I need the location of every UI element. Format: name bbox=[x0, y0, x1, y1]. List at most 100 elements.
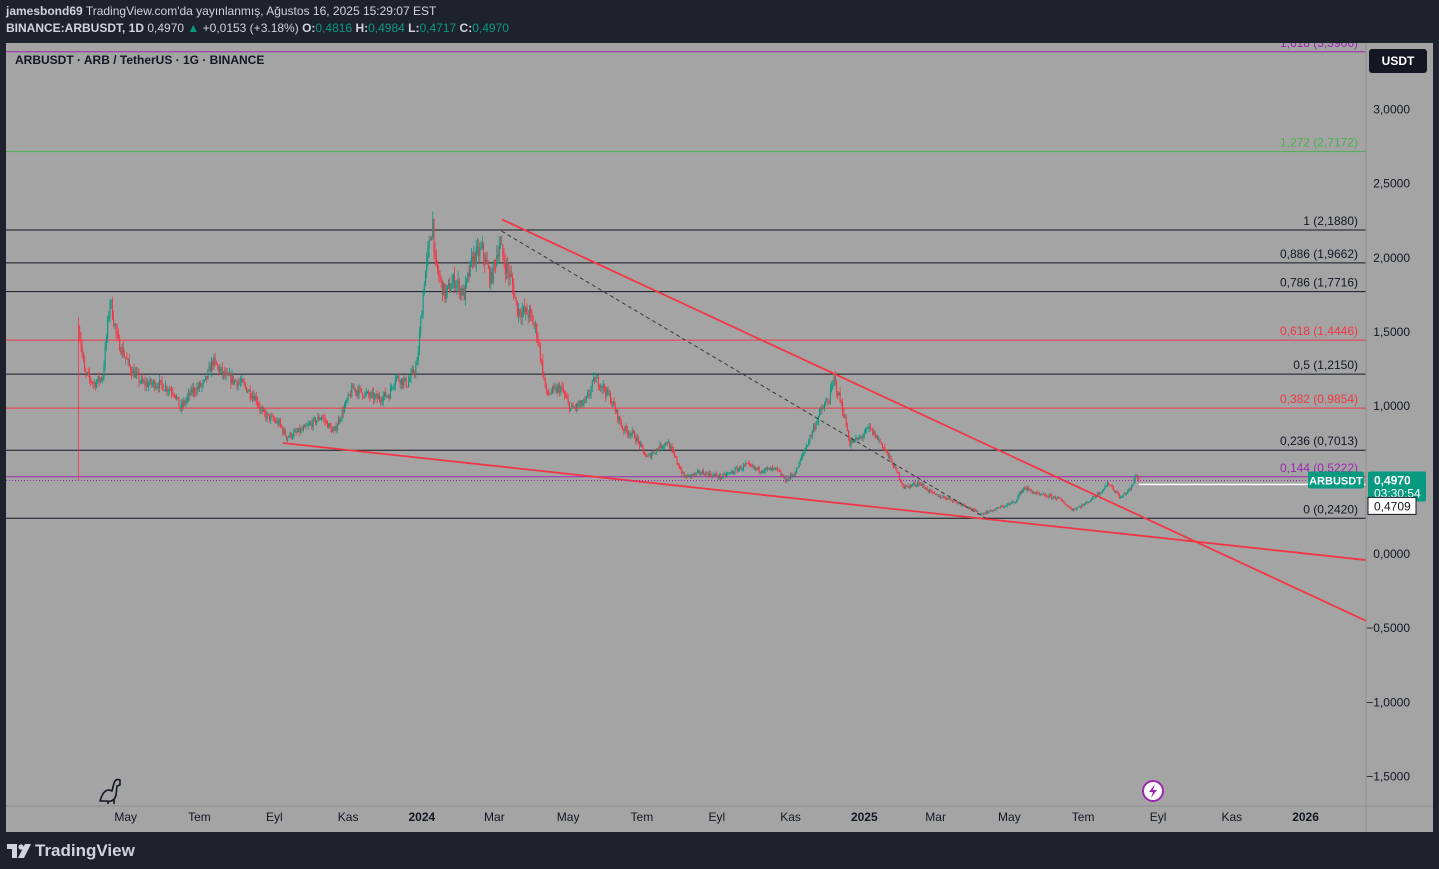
candle bbox=[267, 413, 269, 415]
candle bbox=[208, 366, 210, 370]
candle bbox=[513, 285, 515, 298]
candle bbox=[843, 412, 845, 418]
candle bbox=[936, 494, 938, 496]
candle bbox=[209, 366, 211, 373]
last-price-label: 0,4970 bbox=[1374, 474, 1411, 488]
candle bbox=[583, 399, 585, 404]
candle bbox=[520, 314, 522, 318]
candle bbox=[832, 382, 834, 386]
candle bbox=[681, 469, 683, 474]
candle bbox=[449, 283, 451, 293]
x-tick-label: Tem bbox=[188, 810, 211, 824]
candle bbox=[151, 383, 153, 385]
candle bbox=[1128, 488, 1130, 490]
candle bbox=[1137, 475, 1139, 479]
candle bbox=[740, 466, 742, 470]
candle bbox=[746, 463, 748, 465]
candle bbox=[960, 503, 962, 506]
candle bbox=[623, 429, 625, 432]
candle bbox=[954, 500, 956, 502]
tradingview-logo[interactable]: TradingView bbox=[7, 841, 135, 861]
candle bbox=[133, 369, 135, 378]
candle bbox=[497, 255, 499, 257]
candle bbox=[516, 301, 518, 316]
candle bbox=[1106, 482, 1108, 487]
candle bbox=[578, 404, 580, 407]
candle bbox=[96, 381, 98, 388]
candle bbox=[810, 435, 812, 437]
candle bbox=[690, 474, 693, 477]
candle bbox=[248, 389, 250, 392]
candle bbox=[567, 398, 569, 402]
publisher-name[interactable]: jamesbond69 bbox=[6, 4, 83, 18]
candle bbox=[431, 237, 433, 241]
candle bbox=[1123, 493, 1125, 496]
candle bbox=[400, 378, 402, 385]
candle bbox=[273, 419, 275, 421]
dino-outline bbox=[99, 778, 121, 803]
candle bbox=[603, 384, 605, 391]
candle bbox=[712, 474, 714, 477]
candle bbox=[767, 468, 769, 470]
candle bbox=[874, 431, 876, 439]
candle bbox=[953, 500, 955, 502]
candle bbox=[944, 497, 946, 499]
candle bbox=[1051, 495, 1053, 499]
candle bbox=[269, 414, 271, 421]
candle bbox=[218, 366, 220, 372]
x-tick-label: May bbox=[998, 810, 1021, 824]
crosshair-badge-bg bbox=[1367, 496, 1417, 515]
candle bbox=[412, 369, 414, 373]
candle bbox=[139, 381, 141, 383]
candle bbox=[119, 336, 121, 351]
candle bbox=[376, 394, 378, 400]
candle bbox=[932, 492, 934, 493]
candle bbox=[93, 383, 95, 384]
price-chart[interactable]: 1,618 (3,3906) 1,272 (2,7172) 1 (2,1880) 0,… bbox=[6, 43, 1433, 832]
candle bbox=[867, 427, 869, 429]
candle bbox=[460, 288, 462, 295]
candle bbox=[352, 386, 354, 389]
crosshair-price-badge: 0,4709 bbox=[1367, 496, 1417, 515]
chart-panel[interactable]: 1,618 (3,3906) 1,272 (2,7172) 1 (2,1880) 0,… bbox=[6, 43, 1433, 832]
candle bbox=[1138, 478, 1140, 481]
y-tick-label: 0,0000 bbox=[1373, 547, 1410, 561]
candle bbox=[91, 381, 93, 383]
candle bbox=[1025, 488, 1027, 490]
currency-button[interactable]: USDT bbox=[1369, 49, 1427, 73]
candle bbox=[1034, 492, 1036, 494]
candle bbox=[189, 392, 191, 396]
candle bbox=[548, 393, 550, 395]
lightning-icon[interactable] bbox=[1142, 780, 1164, 802]
candle bbox=[225, 372, 227, 377]
low-value: 0,4717 bbox=[419, 21, 457, 35]
candle bbox=[1108, 482, 1110, 485]
fib-level-label: 0,886 (1,9662) bbox=[1280, 247, 1358, 261]
open-value: 0,4816 bbox=[315, 21, 353, 35]
candle bbox=[236, 381, 238, 387]
candle bbox=[797, 467, 799, 469]
candle bbox=[311, 423, 313, 428]
candle bbox=[896, 468, 898, 473]
candle bbox=[672, 449, 674, 453]
candle bbox=[1118, 494, 1120, 498]
candle bbox=[803, 452, 805, 455]
candle bbox=[1043, 494, 1046, 496]
candle bbox=[677, 462, 679, 466]
candle bbox=[256, 401, 259, 404]
candle bbox=[122, 347, 124, 356]
candle bbox=[536, 324, 538, 337]
candle bbox=[1066, 505, 1069, 507]
candle bbox=[1041, 494, 1043, 496]
candle bbox=[715, 474, 717, 475]
candle bbox=[607, 388, 609, 395]
candle bbox=[255, 395, 257, 402]
candle bbox=[381, 401, 383, 403]
candle bbox=[434, 252, 436, 258]
symbol-badge-label: ARBUSDT bbox=[1309, 476, 1363, 488]
candle bbox=[163, 390, 165, 392]
candle bbox=[594, 377, 596, 383]
candle bbox=[890, 455, 892, 460]
candle bbox=[914, 482, 916, 486]
candle bbox=[277, 420, 279, 425]
